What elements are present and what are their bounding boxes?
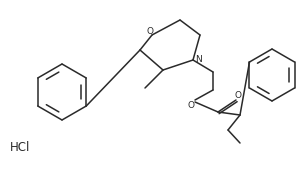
Text: N: N (195, 55, 201, 65)
Text: O: O (146, 27, 154, 35)
Text: HCl: HCl (10, 141, 30, 153)
Text: O: O (188, 101, 195, 110)
Text: O: O (235, 91, 242, 100)
